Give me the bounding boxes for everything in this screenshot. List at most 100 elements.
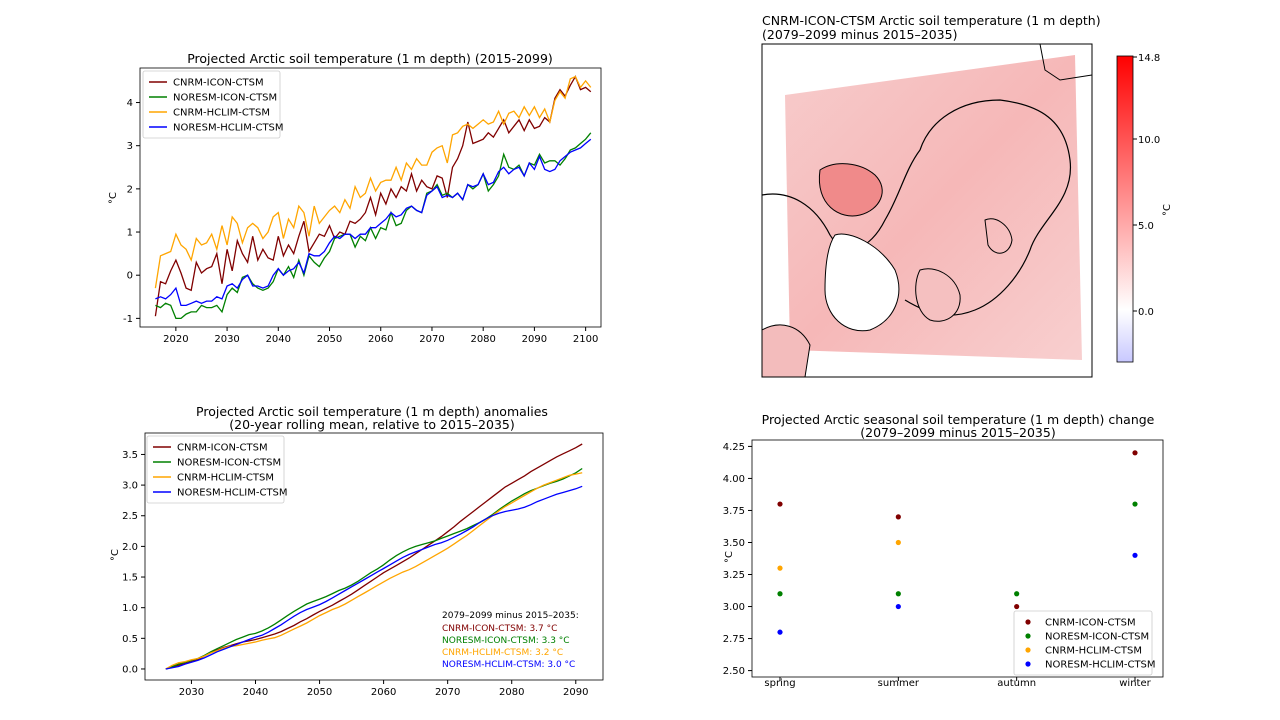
legend-label-noresm-hclim-ctsm: NORESM-HCLIM-CTSM <box>173 123 284 134</box>
x-tick-label: 2030 <box>214 334 239 345</box>
colorbar <box>1116 55 1134 363</box>
legend-label-noresm-icon-ctsm: NORESM-ICON-CTSM <box>177 458 281 469</box>
legend-label-cnrm-icon-ctsm: CNRM-ICON-CTSM <box>1045 618 1136 629</box>
x-tick-label: spring <box>764 678 795 689</box>
point-noresm-hclim-ctsm <box>777 629 783 635</box>
colorbar-label: °C <box>1162 204 1173 216</box>
north-coast <box>1039 44 1092 81</box>
y-tick-label: 4.00 <box>723 474 745 485</box>
y-tick-label: 2.5 <box>122 511 138 522</box>
series-line-noresm-icon-ctsm <box>155 132 592 320</box>
legend-label-noresm-hclim-ctsm: NORESM-HCLIM-CTSM <box>1045 660 1156 671</box>
point-noresm-icon-ctsm <box>1014 591 1020 597</box>
annotation-cnrm-hclim: CNRM-HCLIM-CTSM: 3.2 °C <box>442 648 563 658</box>
x-tick-label: autumn <box>997 678 1036 689</box>
y-tick-label: 3.25 <box>723 570 745 581</box>
y-tick-label: 1 <box>127 228 133 239</box>
point-cnrm-icon-ctsm <box>1014 603 1020 610</box>
legend-label-cnrm-hclim-ctsm: CNRM-HCLIM-CTSM <box>177 473 274 484</box>
legend-label-cnrm-hclim-ctsm: CNRM-HCLIM-CTSM <box>1045 646 1142 657</box>
point-noresm-icon-ctsm <box>777 591 783 597</box>
y-tick-label: 3 <box>127 141 133 152</box>
x-tick-label: 2050 <box>317 334 342 345</box>
annotation-noresm-hclim: NORESM-HCLIM-CTSM: 3.0 °C <box>442 660 575 670</box>
annotation-noresm-icon: NORESM-ICON-CTSM: 3.3 °C <box>442 636 570 646</box>
series-line-noresm-hclim-ctsm <box>155 138 592 307</box>
seasonal-title: Projected Arctic seasonal soil temperatu… <box>762 412 1155 427</box>
anomaly-subtitle: (20-year rolling mean, relative to 2015–… <box>229 417 515 432</box>
legend-marker-noresm-hclim-ctsm <box>1025 661 1031 667</box>
timeseries-panel: Projected Arctic soil temperature (1 m d… <box>108 51 602 345</box>
series-line-noresm-hclim-ctsm <box>165 485 583 670</box>
map-subtitle: (2079–2099 minus 2015–2035) <box>762 27 957 42</box>
map-title: CNRM-ICON-CTSM Arctic soil temperature (… <box>762 13 1101 28</box>
series-line-noresm-icon-ctsm <box>165 467 583 670</box>
point-noresm-hclim-ctsm <box>895 603 901 610</box>
annotation-cnrm-icon: CNRM-ICON-CTSM: 3.7 °C <box>442 624 557 634</box>
legend-box <box>146 435 285 504</box>
legend-label-noresm-icon-ctsm: NORESM-ICON-CTSM <box>1045 632 1149 643</box>
legend-marker-noresm-icon-ctsm <box>1025 633 1031 639</box>
arctic-map <box>762 44 1092 377</box>
x-tick-label: 2080 <box>470 334 495 345</box>
colorbar-tick-label: 14.8 <box>1138 53 1160 64</box>
seasonal-panel: Projected Arctic seasonal soil temperatu… <box>723 412 1164 689</box>
x-tick-label: 2090 <box>563 687 588 698</box>
timeseries-title: Projected Arctic soil temperature (1 m d… <box>187 51 553 66</box>
map-panel: CNRM-ICON-CTSM Arctic soil temperature (… <box>761 13 1173 378</box>
x-tick-label: 2020 <box>163 334 188 345</box>
y-tick-label: 0.5 <box>122 634 138 645</box>
x-tick-label: 2070 <box>419 334 444 345</box>
y-tick-label: 3.50 <box>723 538 745 549</box>
colorbar-tick-label: 10.0 <box>1138 135 1160 146</box>
legend-label-cnrm-icon-ctsm: CNRM-ICON-CTSM <box>177 443 268 454</box>
series-line-cnrm-hclim-ctsm <box>154 75 592 289</box>
y-tick-label: 1.5 <box>122 573 138 584</box>
legend-marker-cnrm-icon-ctsm <box>1025 619 1031 625</box>
y-tick-label: 1.0 <box>122 603 138 614</box>
point-noresm-icon-ctsm <box>895 591 901 597</box>
x-tick-label: 2100 <box>573 334 598 345</box>
seasonal-ylabel: °C <box>724 551 735 563</box>
y-tick-label: 0 <box>127 271 133 282</box>
legend-label-noresm-icon-ctsm: NORESM-ICON-CTSM <box>173 93 277 104</box>
x-tick-label: 2070 <box>435 687 460 698</box>
colorbar-tick-label: 5.0 <box>1138 221 1154 232</box>
legend-label-cnrm-icon-ctsm: CNRM-ICON-CTSM <box>173 78 264 89</box>
timeseries-ylabel: °C <box>108 192 119 204</box>
x-tick-label: summer <box>878 678 920 689</box>
seasonal-plot-area: spring summer autumn winter 2.50 2.75 3.00 3.25… <box>723 439 1164 689</box>
x-tick-label: 2080 <box>499 687 524 698</box>
canadian-archipelago <box>818 163 883 217</box>
y-tick-label: 0.0 <box>122 664 138 675</box>
y-tick-label: 4.25 <box>723 442 745 453</box>
y-tick-label: 3.5 <box>122 450 138 461</box>
y-tick-label: 3.00 <box>723 602 745 613</box>
y-tick-label: 2.50 <box>723 666 745 677</box>
x-tick-label: 2090 <box>522 334 547 345</box>
legend-box <box>142 70 281 139</box>
anomaly-title: Projected Arctic soil temperature (1 m d… <box>196 404 548 419</box>
timeseries-plot-area: 2020 2030 2040 2050 2060 2070 2080 2090 2100 -1 0 1… <box>123 67 602 345</box>
y-tick-label: 2.75 <box>723 634 745 645</box>
point-noresm-hclim-ctsm <box>1132 552 1138 558</box>
greenland <box>824 233 900 332</box>
series-line-cnrm-icon-ctsm <box>165 443 583 670</box>
colorbar-ticks: 14.8 10.0 5.0 0.0 <box>1133 53 1160 318</box>
x-tick-label: 2040 <box>266 334 291 345</box>
x-tick-label: 2050 <box>307 687 332 698</box>
y-tick-label: 3.75 <box>723 506 745 517</box>
y-tick-label: 2 <box>127 184 133 195</box>
series-line-cnrm-hclim-ctsm <box>165 472 583 670</box>
y-tick-label: 3.0 <box>122 481 138 492</box>
x-tick-label: 2040 <box>243 687 268 698</box>
anomaly-ylabel: °C <box>110 549 121 561</box>
colorbar-tick-label: 0.0 <box>1138 307 1154 318</box>
point-cnrm-hclim-ctsm <box>895 539 901 546</box>
y-tick-label: -1 <box>123 314 133 325</box>
legend-marker-cnrm-hclim-ctsm <box>1025 647 1031 653</box>
point-cnrm-hclim-ctsm <box>777 565 783 571</box>
point-cnrm-icon-ctsm <box>777 501 783 507</box>
svalbard-coast <box>915 268 961 322</box>
